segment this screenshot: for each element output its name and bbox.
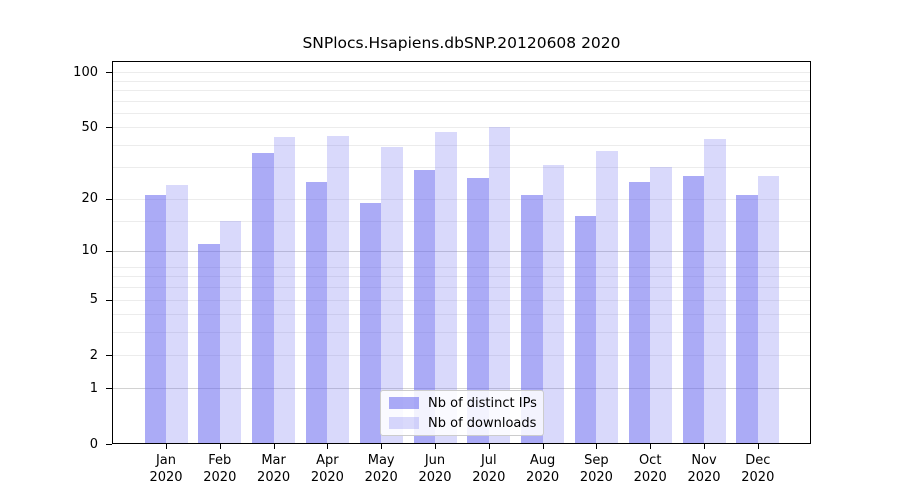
y-tick-mark (106, 72, 112, 74)
x-tick-label: Nov 2020 (687, 453, 721, 485)
y-tick-mark (106, 198, 112, 200)
bar-downloads-dec (757, 175, 780, 444)
y-tick-label: 50 (81, 119, 98, 135)
legend: Nb of distinct IPs Nb of downloads (380, 390, 544, 436)
x-tick-mark (704, 444, 705, 449)
x-tick-mark (219, 444, 221, 449)
plot-border (112, 61, 811, 444)
x-tick-label: Jan 2020 (149, 453, 183, 485)
y-tick-mark (106, 299, 112, 301)
gridline-minor (112, 100, 811, 102)
bar-distinct-ips-oct (628, 181, 651, 444)
bar-downloads-feb (219, 220, 242, 444)
y-tick-mark (106, 250, 112, 252)
gridline-minor (112, 89, 811, 91)
gridline-major (112, 388, 811, 390)
y-tick-label: 10 (81, 243, 98, 259)
bar-distinct-ips-jul (467, 178, 489, 444)
gridline-minor (112, 112, 811, 114)
gridline-minor (112, 72, 811, 74)
y-tick-label: 100 (73, 64, 98, 80)
x-tick-label: Apr 2020 (310, 453, 344, 485)
bar-distinct-ips-mar (252, 153, 274, 444)
bar-downloads-nov (704, 139, 726, 444)
bar-downloads-may (381, 146, 403, 444)
x-tick-label: Aug 2020 (526, 453, 560, 485)
y-tick-label: 0 (89, 436, 98, 452)
y-tick-label: 20 (81, 191, 98, 207)
gridline-minor (112, 266, 811, 268)
x-tick-label: Dec 2020 (741, 453, 775, 485)
x-tick-mark (757, 444, 759, 449)
gridline-minor (112, 314, 811, 316)
legend-entry-distinct-ips: Nb of distinct IPs (389, 395, 537, 412)
gridline-minor (112, 167, 811, 169)
bar-downloads-oct (650, 167, 672, 444)
x-tick-mark (327, 444, 329, 449)
bar-downloads-jul (488, 127, 511, 444)
x-tick-label: Feb 2020 (203, 453, 237, 485)
bar-distinct-ips-apr (305, 181, 328, 444)
x-tick-mark (435, 444, 436, 449)
y-tick-mark (106, 388, 112, 390)
gridline-minor (112, 299, 811, 301)
gridline-minor (112, 198, 811, 200)
x-tick-mark (381, 444, 383, 449)
bar-distinct-ips-jun (413, 169, 435, 444)
gridline-minor (112, 276, 811, 278)
x-tick-mark (488, 444, 490, 449)
bar-downloads-jan (166, 184, 188, 444)
legend-swatch-distinct-ips (389, 397, 419, 409)
gridline-minor (112, 332, 811, 334)
x-tick-mark (166, 444, 167, 449)
y-tick-label: 1 (89, 380, 98, 396)
gridline-minor (112, 287, 811, 289)
chart-title: SNPlocs.Hsapiens.dbSNP.20120608 2020 (302, 34, 621, 52)
gridline-minor (112, 220, 811, 222)
bar-distinct-ips-dec (736, 194, 758, 444)
x-tick-label: Jun 2020 (418, 453, 452, 485)
x-tick-mark (596, 444, 598, 449)
x-tick-mark (542, 444, 544, 449)
x-tick-label: Oct 2020 (633, 453, 667, 485)
bar-distinct-ips-may (359, 202, 382, 444)
x-tick-label: May 2020 (364, 453, 398, 485)
gridline-major (112, 250, 811, 252)
bar-distinct-ips-jan (144, 194, 166, 444)
bar-distinct-ips-nov (682, 175, 704, 444)
bar-downloads-apr (327, 135, 349, 444)
gridline-minor (112, 80, 811, 82)
gridline-minor (112, 355, 811, 357)
legend-entry-downloads: Nb of downloads (389, 415, 537, 432)
x-tick-mark (650, 444, 652, 449)
bar-distinct-ips-sep (574, 215, 597, 444)
legend-label-downloads: Nb of downloads (428, 415, 537, 431)
x-tick-label: Jul 2020 (472, 453, 506, 485)
y-tick-mark (106, 444, 112, 445)
y-tick-label: 5 (89, 292, 98, 308)
gridline-minor (112, 144, 811, 146)
bar-distinct-ips-feb (198, 243, 220, 444)
bar-downloads-jun (435, 132, 457, 444)
bar-downloads-mar (273, 137, 296, 444)
y-tick-label: 2 (89, 347, 98, 363)
x-tick-mark (273, 444, 275, 449)
bar-distinct-ips-aug (521, 194, 543, 444)
bar-downloads-aug (542, 164, 565, 444)
y-tick-mark (106, 127, 112, 129)
legend-swatch-downloads (389, 417, 419, 429)
legend-label-distinct-ips: Nb of distinct IPs (428, 395, 537, 411)
bar-downloads-sep (596, 150, 618, 444)
x-tick-label: Mar 2020 (257, 453, 291, 485)
gridline-minor (112, 127, 811, 129)
x-tick-label: Sep 2020 (579, 453, 613, 485)
y-tick-mark (106, 355, 112, 357)
